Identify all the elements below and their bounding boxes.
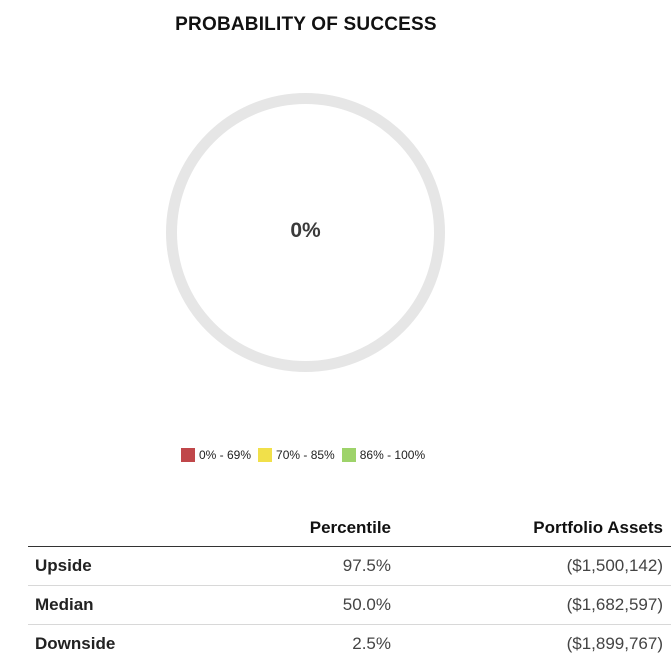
success-gauge: 0% — [165, 92, 446, 373]
legend-swatch-red — [181, 448, 195, 462]
legend-item-mid: 70% - 85% — [258, 448, 335, 462]
row-percentile: 2.5% — [235, 625, 391, 663]
row-percentile: 50.0% — [235, 586, 391, 625]
legend: 0% - 69% 70% - 85% 86% - 100% — [181, 448, 432, 462]
row-percentile: 97.5% — [235, 547, 391, 586]
header-portfolio-assets: Portfolio Assets — [391, 510, 671, 547]
header-percentile: Percentile — [235, 510, 391, 547]
header-label — [28, 510, 235, 547]
results-table: Percentile Portfolio Assets Upside 97.5%… — [28, 510, 671, 663]
row-label: Downside — [28, 625, 235, 663]
table-row-downside: Downside 2.5% ($1,899,767) — [28, 625, 671, 663]
legend-label: 0% - 69% — [199, 448, 251, 462]
legend-label: 70% - 85% — [276, 448, 335, 462]
row-label: Upside — [28, 547, 235, 586]
table-row-upside: Upside 97.5% ($1,500,142) — [28, 547, 671, 586]
legend-swatch-yellow — [258, 448, 272, 462]
legend-label: 86% - 100% — [360, 448, 425, 462]
table-header-row: Percentile Portfolio Assets — [28, 510, 671, 547]
row-assets: ($1,899,767) — [391, 625, 671, 663]
row-label: Median — [28, 586, 235, 625]
legend-item-high: 86% - 100% — [342, 448, 425, 462]
chart-title: PROBABILITY OF SUCCESS — [0, 14, 612, 36]
row-assets: ($1,500,142) — [391, 547, 671, 586]
legend-item-low: 0% - 69% — [181, 448, 251, 462]
table-row-median: Median 50.0% ($1,682,597) — [28, 586, 671, 625]
legend-swatch-green — [342, 448, 356, 462]
gauge-value: 0% — [165, 92, 446, 373]
row-assets: ($1,682,597) — [391, 586, 671, 625]
